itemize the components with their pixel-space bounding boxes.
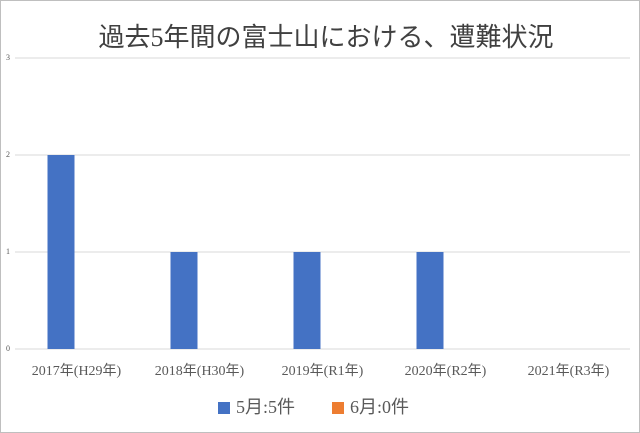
y-tick-label: 2 xyxy=(6,150,10,159)
bar xyxy=(170,252,198,349)
x-tick-label: 2017年(H29年) xyxy=(32,363,122,379)
bar xyxy=(416,252,444,349)
bar xyxy=(293,252,321,349)
y-tick-label: 0 xyxy=(6,344,10,353)
x-tick-label: 2021年(R3年) xyxy=(528,363,610,379)
legend-label: 6月:0件 xyxy=(350,397,409,417)
x-tick-label: 2019年(R1年) xyxy=(282,363,364,379)
bar xyxy=(47,155,75,349)
x-tick-label: 2018年(H30年) xyxy=(155,363,245,379)
chart-title: 過去5年間の富士山における、遭難状況 xyxy=(98,23,553,52)
y-tick-label: 3 xyxy=(6,53,10,62)
legend-swatch xyxy=(332,402,344,414)
y-tick-label: 1 xyxy=(6,247,10,256)
legend-swatch xyxy=(218,402,230,414)
x-tick-label: 2020年(R2年) xyxy=(405,363,487,379)
legend-label: 5月:5件 xyxy=(236,397,295,417)
